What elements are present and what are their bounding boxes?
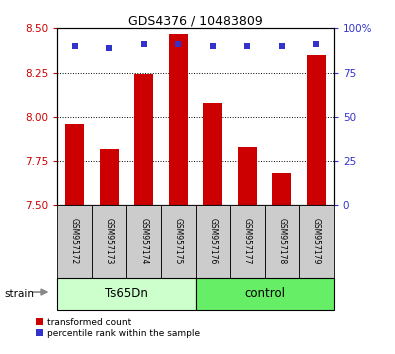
Text: GSM957175: GSM957175 (174, 218, 183, 265)
Bar (196, 278, 334, 310)
Legend: transformed count, percentile rank within the sample: transformed count, percentile rank withi… (36, 318, 200, 338)
Text: GSM957178: GSM957178 (277, 218, 286, 265)
Bar (203, 103, 222, 205)
Bar (169, 34, 188, 205)
Text: control: control (244, 287, 285, 300)
Point (210, 43, 216, 49)
Text: Ts65Dn: Ts65Dn (105, 287, 148, 300)
Text: GSM957172: GSM957172 (70, 218, 79, 265)
Point (106, 45, 112, 51)
Bar (57, 278, 196, 310)
Bar (307, 55, 326, 205)
Point (141, 41, 147, 47)
Bar (238, 147, 257, 205)
Bar (134, 74, 153, 205)
Text: strain: strain (4, 289, 34, 299)
Bar (92, 205, 126, 278)
Point (244, 43, 250, 49)
Point (175, 41, 181, 47)
Text: GSM957177: GSM957177 (243, 218, 252, 265)
Bar (273, 173, 292, 205)
Text: GSM957176: GSM957176 (208, 218, 217, 265)
Text: GSM957173: GSM957173 (105, 218, 114, 265)
Bar (265, 205, 299, 278)
Bar (161, 205, 196, 278)
Bar (100, 149, 118, 205)
Point (279, 43, 285, 49)
Bar (65, 124, 84, 205)
Bar (230, 205, 265, 278)
Bar (126, 205, 161, 278)
Point (71, 43, 78, 49)
Text: GSM957174: GSM957174 (139, 218, 148, 265)
Text: GSM957179: GSM957179 (312, 218, 321, 265)
Point (313, 41, 320, 47)
Bar (57, 205, 92, 278)
Bar (196, 205, 230, 278)
Bar (299, 205, 334, 278)
Title: GDS4376 / 10483809: GDS4376 / 10483809 (128, 14, 263, 27)
